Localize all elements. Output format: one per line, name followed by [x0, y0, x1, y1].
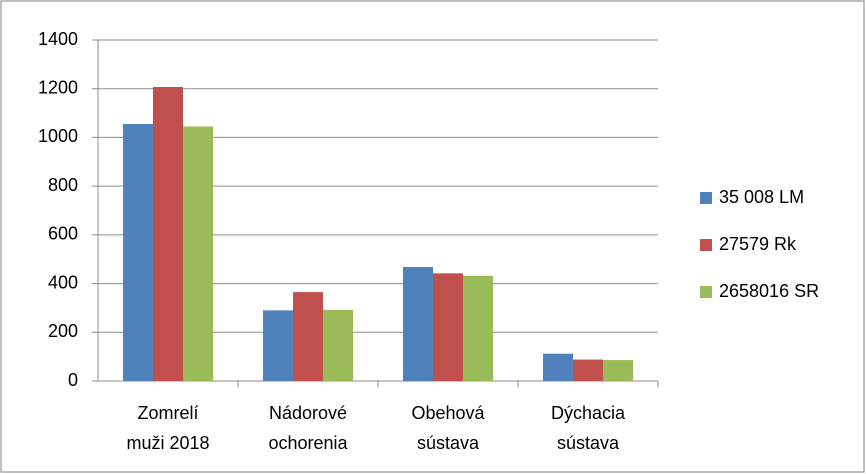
x-tick-label: Dýchacia: [551, 403, 626, 423]
legend-swatch: [700, 192, 712, 204]
legend-swatch: [700, 239, 712, 251]
x-tick-label: Obehová: [411, 403, 485, 423]
bar: [603, 360, 633, 381]
bar: [153, 87, 183, 382]
y-tick-label: 400: [48, 272, 78, 292]
y-tick-label: 0: [68, 370, 78, 390]
x-tick-label: sústava: [417, 433, 480, 453]
bar: [403, 267, 433, 381]
x-tick-label: ochorenia: [268, 433, 348, 453]
x-tick-label: Zomrelí: [137, 403, 198, 423]
bar: [543, 353, 573, 381]
x-tick-label: muži 2018: [126, 433, 209, 453]
y-tick-label: 800: [48, 175, 78, 195]
bar: [433, 273, 463, 381]
legend-swatch: [700, 286, 712, 298]
legend-label: 35 008 LM: [719, 187, 804, 207]
y-tick-label: 1200: [38, 77, 78, 97]
y-tick-label: 200: [48, 321, 78, 341]
bar: [293, 292, 323, 381]
bar: [263, 310, 293, 381]
bar: [463, 275, 493, 381]
bar: [183, 126, 213, 381]
legend-label: 2658016 SR: [719, 281, 819, 301]
y-tick-label: 600: [48, 224, 78, 244]
y-tick-label: 1000: [38, 126, 78, 146]
bar: [573, 359, 603, 381]
legend-label: 27579 Rk: [719, 234, 797, 254]
x-tick-label: Nádorové: [269, 403, 347, 423]
y-tick-label: 1400: [38, 29, 78, 49]
bar: [123, 124, 153, 382]
bar: [323, 309, 353, 381]
x-tick-label: sústava: [557, 433, 620, 453]
